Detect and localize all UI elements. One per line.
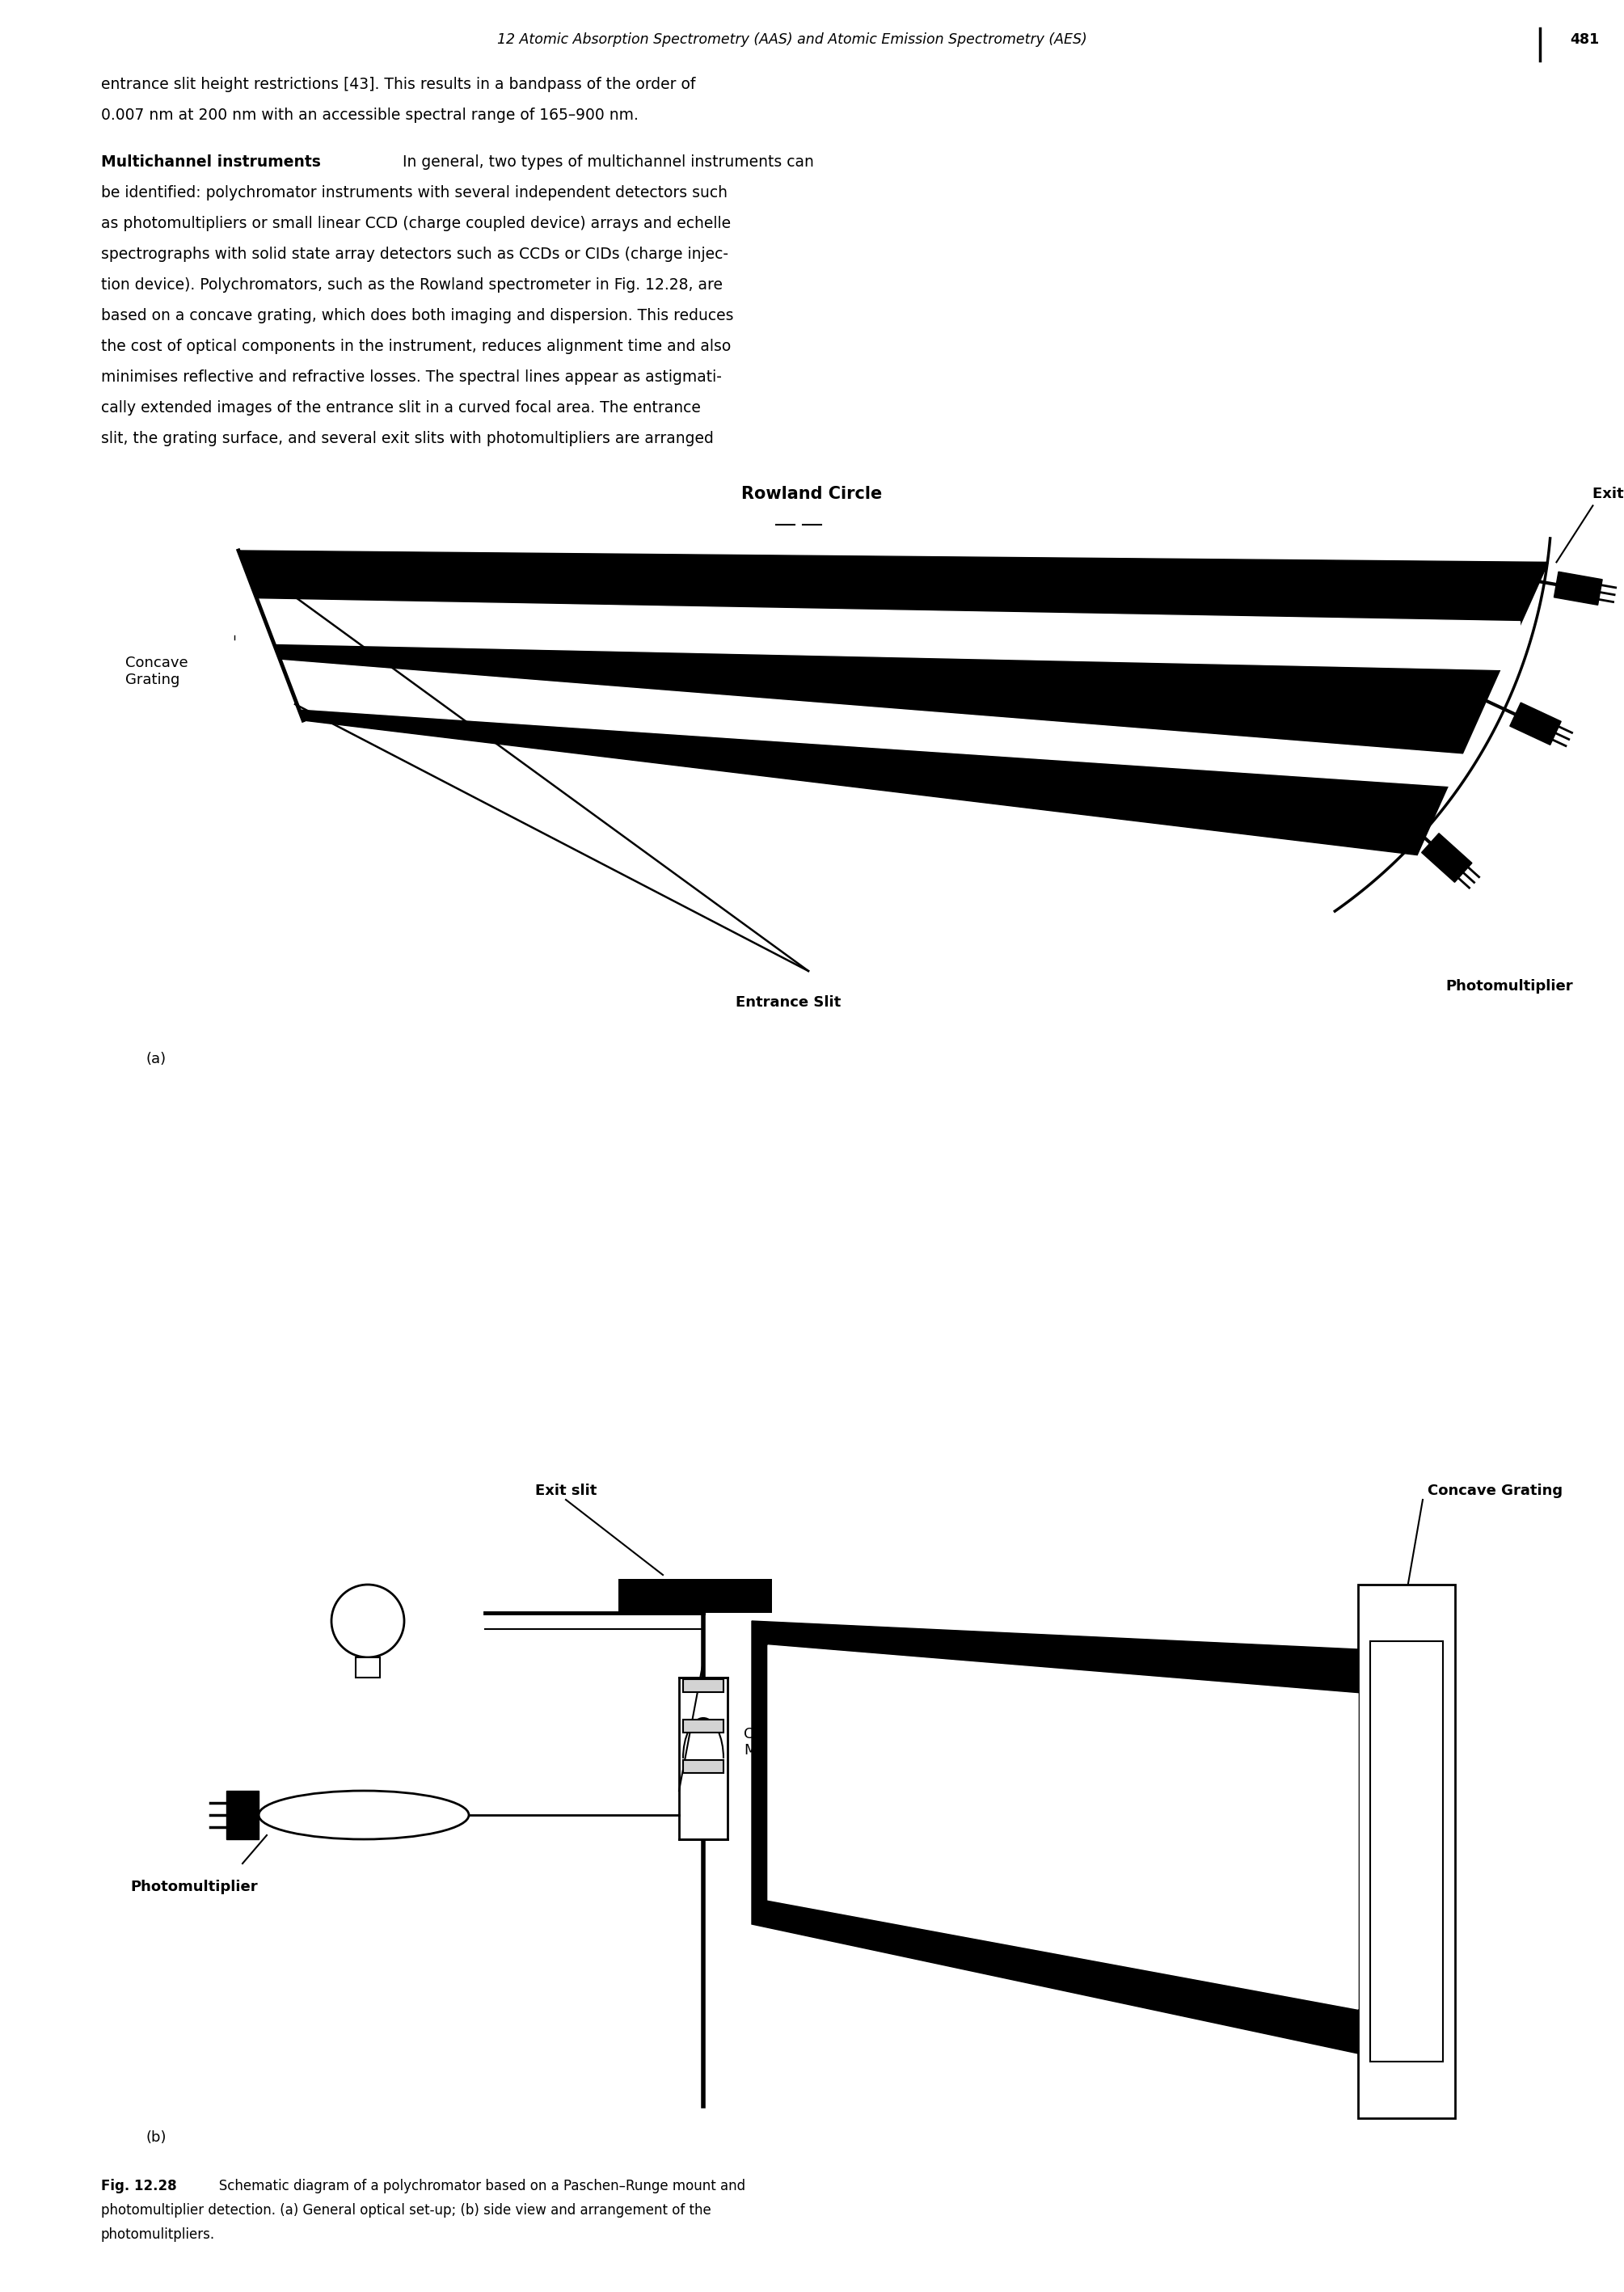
Polygon shape xyxy=(1554,571,1603,605)
Circle shape xyxy=(331,1584,404,1657)
Bar xyxy=(356,1657,380,1678)
Polygon shape xyxy=(255,598,1520,669)
Text: 0.007 nm at 200 nm with an accessible spectral range of 165–900 nm.: 0.007 nm at 200 nm with an accessible sp… xyxy=(101,108,638,124)
Text: based on a concave grating, which does both imaging and dispersion. This reduces: based on a concave grating, which does b… xyxy=(101,307,734,323)
Bar xyxy=(684,1760,723,1774)
Text: Photomultiplier: Photomultiplier xyxy=(130,1879,258,1893)
Text: Concave Grating: Concave Grating xyxy=(1427,1483,1562,1499)
Bar xyxy=(684,1719,723,1733)
Text: Entrance Slit: Entrance Slit xyxy=(736,995,841,1011)
Text: spectrographs with solid state array detectors such as CCDs or CIDs (charge inje: spectrographs with solid state array det… xyxy=(101,248,728,261)
Text: Concave
Grating: Concave Grating xyxy=(125,656,188,688)
Text: Schematic diagram of a polychromator based on a Paschen–Runge mount and: Schematic diagram of a polychromator bas… xyxy=(206,2180,745,2193)
Text: Concave
Mirror: Concave Mirror xyxy=(744,1726,807,1758)
Bar xyxy=(1358,1584,1455,2118)
Text: tion device). Polychromators, such as the Rowland spectrometer in Fig. 12.28, ar: tion device). Polychromators, such as th… xyxy=(101,277,723,293)
Polygon shape xyxy=(239,550,1548,855)
Bar xyxy=(684,1680,723,1691)
Polygon shape xyxy=(226,1790,258,1838)
Text: Photomultiplier: Photomultiplier xyxy=(1445,979,1574,995)
Text: Fig. 12.28: Fig. 12.28 xyxy=(101,2180,177,2193)
Text: photomultiplier detection. (a) General optical set-up; (b) side view and arrange: photomultiplier detection. (a) General o… xyxy=(101,2203,711,2219)
Bar xyxy=(1371,1641,1444,2061)
Bar xyxy=(679,1678,728,1838)
Polygon shape xyxy=(768,1646,1358,2010)
Text: photomulitpliers.: photomulitpliers. xyxy=(101,2228,214,2242)
Text: cally extended images of the entrance slit in a curved focal area. The entrance: cally extended images of the entrance sl… xyxy=(101,401,700,415)
Text: be identified: polychromator instruments with several independent detectors such: be identified: polychromator instruments… xyxy=(101,186,728,199)
Text: 481: 481 xyxy=(1570,32,1600,46)
Polygon shape xyxy=(752,1620,1358,2054)
Text: entrance slit height restrictions [43]. This results in a bandpass of the order : entrance slit height restrictions [43]. … xyxy=(101,78,695,92)
Text: Exit slit: Exit slit xyxy=(534,1483,596,1499)
Text: Multichannel instruments: Multichannel instruments xyxy=(101,154,322,170)
Text: as photomultipliers or small linear CCD (charge coupled device) arrays and echel: as photomultipliers or small linear CCD … xyxy=(101,215,731,231)
Text: the cost of optical components in the instrument, reduces alignment time and als: the cost of optical components in the in… xyxy=(101,339,731,353)
Text: 12 Atomic Absorption Spectrometry (AAS) and Atomic Emission Spectrometry (AES): 12 Atomic Absorption Spectrometry (AAS) … xyxy=(497,32,1086,46)
Text: (a): (a) xyxy=(146,1052,166,1066)
Ellipse shape xyxy=(258,1790,469,1838)
Text: In general, two types of multichannel instruments can: In general, two types of multichannel in… xyxy=(388,154,814,170)
Bar xyxy=(619,1579,771,1614)
Polygon shape xyxy=(1421,834,1471,882)
Text: Rowland Circle: Rowland Circle xyxy=(741,486,882,502)
Text: Exit slits: Exit slits xyxy=(1593,486,1624,502)
Polygon shape xyxy=(1510,704,1561,745)
Polygon shape xyxy=(274,660,1479,788)
Text: slit, the grating surface, and several exit slits with photomultipliers are arra: slit, the grating surface, and several e… xyxy=(101,431,713,447)
Text: minimises reflective and refractive losses. The spectral lines appear as astigma: minimises reflective and refractive loss… xyxy=(101,369,721,385)
Text: (b): (b) xyxy=(146,2129,166,2145)
